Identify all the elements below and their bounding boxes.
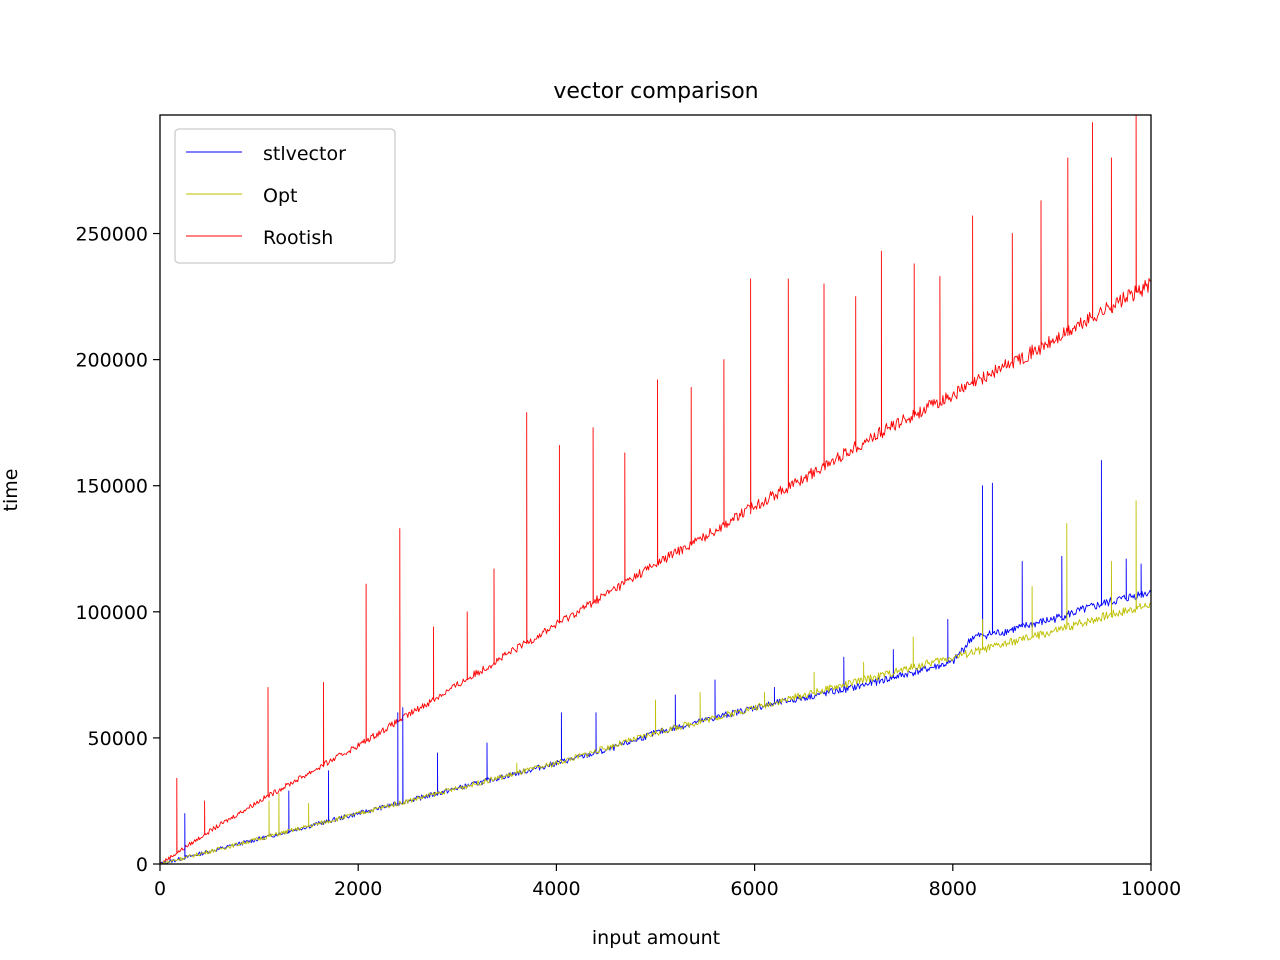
y-tick-label: 250000 (75, 224, 148, 246)
y-axis-ticks: 0 50000 100000 150000 200000 250000 (75, 224, 160, 876)
legend-label-opt: Opt (263, 185, 297, 207)
y-axis-label: time (0, 469, 22, 512)
y-tick-label: 150000 (75, 476, 148, 498)
y-tick-label: 0 (136, 854, 148, 876)
series-line-stlvector (160, 460, 1151, 864)
series-line-rootish (160, 115, 1151, 864)
series-stlvector (160, 460, 1151, 864)
x-tick-label: 4000 (532, 878, 580, 900)
plot-area-frame (159, 114, 1152, 865)
series-rootish (160, 115, 1151, 864)
series-line-opt (160, 500, 1151, 864)
x-axis-label: input amount (592, 927, 720, 949)
legend-label-rootish: Rootish (263, 227, 333, 249)
x-tick-label: 10000 (1121, 878, 1181, 900)
x-tick-label: 0 (154, 878, 166, 900)
x-tick-label: 6000 (730, 878, 778, 900)
x-axis-ticks: 0 2000 4000 6000 8000 10000 (154, 864, 1181, 900)
y-tick-label: 50000 (88, 728, 148, 750)
chart-title: vector comparison (553, 79, 758, 104)
y-tick-label: 100000 (75, 602, 148, 624)
series-layer (160, 115, 1151, 864)
legend: stlvector Opt Rootish (174, 128, 396, 264)
legend-box (174, 128, 396, 264)
legend-label-stlvector: stlvector (263, 143, 346, 165)
y-tick-label: 200000 (75, 350, 148, 372)
x-tick-label: 2000 (334, 878, 382, 900)
x-tick-label: 8000 (929, 878, 977, 900)
series-opt (160, 500, 1151, 864)
